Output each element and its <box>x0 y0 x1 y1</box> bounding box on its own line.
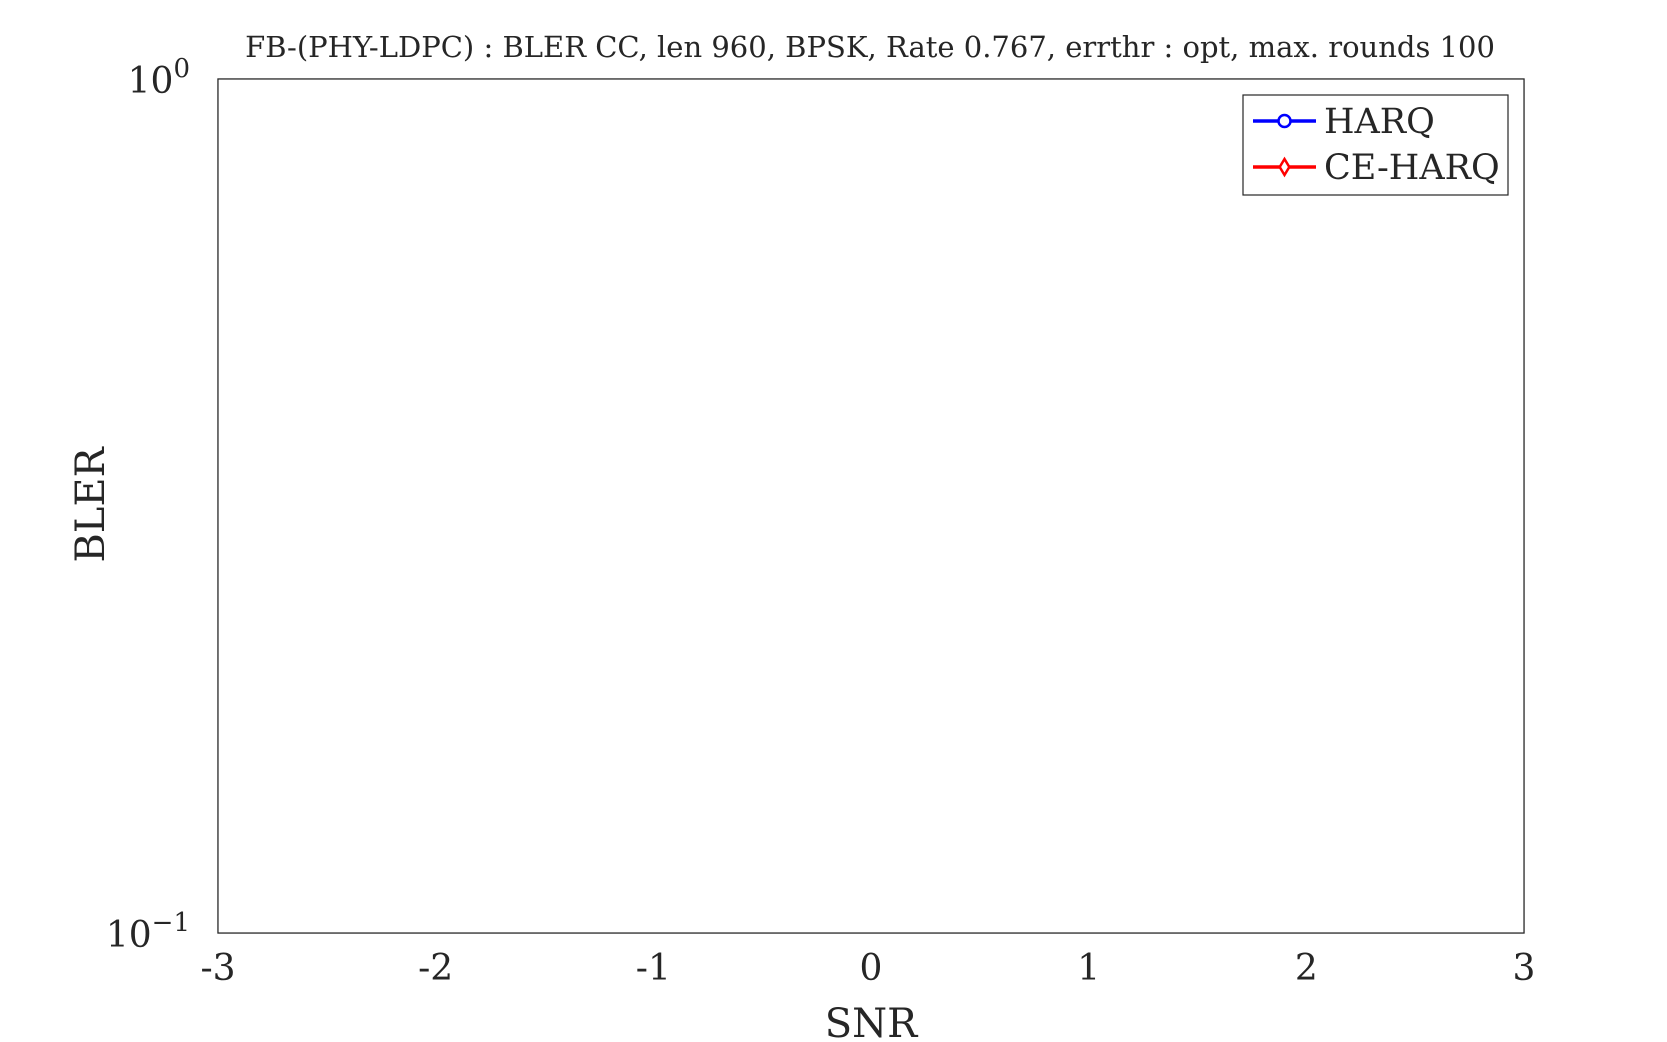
legend-label: HARQ <box>1324 102 1435 142</box>
y-tick-label: 10−1 <box>106 908 190 956</box>
legend-label: CE-HARQ <box>1324 148 1500 188</box>
y-axis-label: BLER <box>68 445 114 562</box>
chart-title: FB-(PHY-LDPC) : BLER CC, len 960, BPSK, … <box>245 30 1495 64</box>
plot-frame <box>217 78 1525 934</box>
legend-marker-diamond <box>1278 156 1291 178</box>
x-tick-labels: -3 -2 -1 0 1 2 3 <box>200 948 1535 989</box>
x-tick-label: -1 <box>636 948 671 989</box>
y-tick-labels: 100 10−1 <box>106 54 190 956</box>
legend-marker-circle <box>1277 113 1292 129</box>
x-axis-label: SNR <box>825 1001 919 1042</box>
x-tick-label: 3 <box>1513 948 1536 989</box>
legend-box <box>1242 94 1509 196</box>
x-tick-label: -2 <box>418 948 453 989</box>
x-tick-label: 2 <box>1295 948 1318 989</box>
y-tick-label: 100 <box>128 54 190 102</box>
x-tick-label: -3 <box>200 948 235 989</box>
legend: HARQ CE-HARQ <box>1242 94 1509 196</box>
x-tick-label: 1 <box>1077 948 1100 989</box>
x-tick-label: 0 <box>860 948 883 989</box>
